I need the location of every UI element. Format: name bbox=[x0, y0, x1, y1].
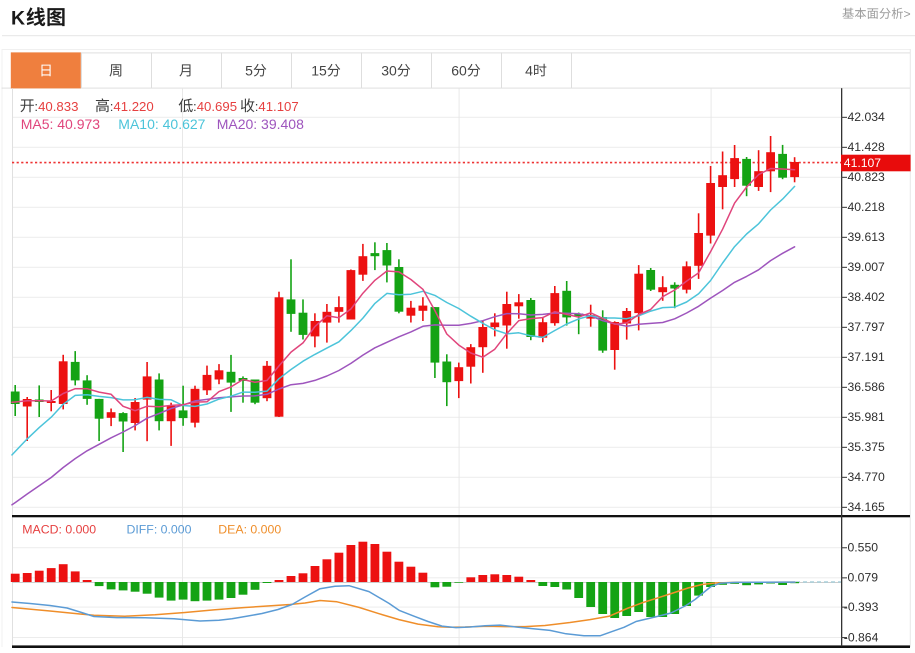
svg-text:MA10: 40.627: MA10: 40.627 bbox=[118, 116, 205, 132]
svg-text:MA5: 40.973: MA5: 40.973 bbox=[21, 116, 101, 132]
svg-text:36.586: 36.586 bbox=[848, 380, 885, 394]
svg-text:39.613: 39.613 bbox=[848, 230, 885, 244]
svg-text:5: 5 bbox=[319, 62, 327, 78]
svg-text:4: 4 bbox=[525, 62, 533, 78]
svg-text:37.191: 37.191 bbox=[848, 350, 885, 364]
svg-text:MA20: 39.408: MA20: 39.408 bbox=[217, 116, 304, 132]
svg-text:-0.393: -0.393 bbox=[844, 600, 879, 614]
svg-text:6: 6 bbox=[451, 62, 459, 78]
svg-text:35.375: 35.375 bbox=[848, 440, 885, 454]
svg-text:3: 3 bbox=[381, 62, 389, 78]
svg-text:DIFF: 0.000: DIFF: 0.000 bbox=[127, 523, 192, 537]
svg-text:-0.864: -0.864 bbox=[844, 630, 879, 644]
svg-text:41.107: 41.107 bbox=[258, 99, 298, 114]
svg-text:DEA: 0.000: DEA: 0.000 bbox=[218, 523, 281, 537]
svg-text:34.165: 34.165 bbox=[848, 500, 885, 514]
svg-text:39.007: 39.007 bbox=[848, 260, 885, 274]
svg-text:0.550: 0.550 bbox=[848, 541, 879, 555]
svg-text:41.428: 41.428 bbox=[848, 140, 885, 154]
svg-text:35.981: 35.981 bbox=[848, 410, 885, 424]
svg-text:37.797: 37.797 bbox=[848, 320, 885, 334]
svg-text:41.107: 41.107 bbox=[844, 156, 881, 170]
svg-text:5: 5 bbox=[245, 62, 253, 78]
svg-text:40.823: 40.823 bbox=[848, 170, 885, 184]
svg-text:0.079: 0.079 bbox=[848, 571, 879, 585]
svg-text:>: > bbox=[904, 7, 911, 21]
svg-text:40.833: 40.833 bbox=[38, 99, 78, 114]
svg-text::: : bbox=[255, 99, 259, 114]
svg-text:42.034: 42.034 bbox=[848, 110, 885, 124]
svg-text::: : bbox=[34, 99, 38, 114]
svg-text:41.220: 41.220 bbox=[113, 99, 153, 114]
svg-text:0: 0 bbox=[459, 62, 467, 78]
svg-text:40.218: 40.218 bbox=[848, 200, 885, 214]
svg-text:MACD: 0.000: MACD: 0.000 bbox=[22, 523, 96, 537]
svg-text::: : bbox=[193, 99, 197, 114]
svg-text:40.695: 40.695 bbox=[197, 99, 237, 114]
svg-text:34.770: 34.770 bbox=[848, 470, 885, 484]
svg-text:1: 1 bbox=[311, 62, 319, 78]
svg-text:38.402: 38.402 bbox=[848, 290, 885, 304]
svg-text:0: 0 bbox=[389, 62, 397, 78]
svg-text:K: K bbox=[11, 7, 25, 29]
svg-text::: : bbox=[110, 99, 114, 114]
